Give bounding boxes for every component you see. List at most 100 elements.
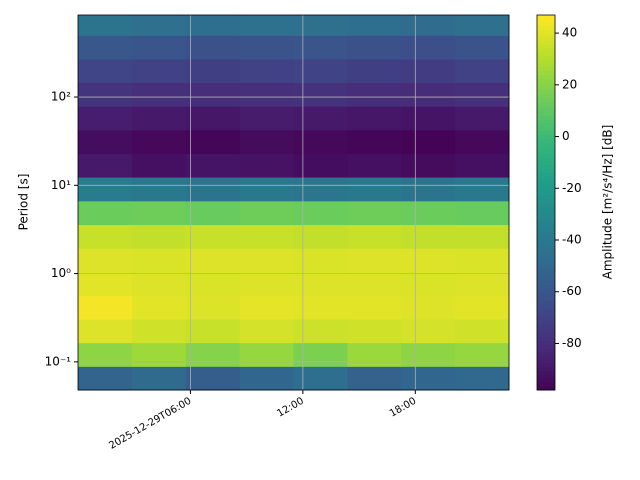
heatmap-cell [78, 35, 133, 60]
plot-frame [77, 14, 510, 391]
colorbar-swatch [537, 52, 555, 57]
colorbar-swatch [537, 157, 555, 162]
heatmap-cell [293, 366, 348, 391]
heatmap-cell [239, 248, 294, 273]
heatmap-cell [78, 106, 133, 131]
colorbar-swatch [537, 318, 555, 323]
heatmap-cell [78, 295, 133, 320]
colorbar-tick-label: -80 [562, 336, 582, 350]
colorbar-swatch [537, 281, 555, 286]
colorbar-swatch [537, 217, 555, 222]
colorbar-tick-label: 40 [562, 26, 577, 40]
colorbar-swatch [537, 228, 555, 233]
heatmap-cell [131, 15, 187, 36]
heatmap-cell [347, 271, 402, 296]
colorbar-swatch [537, 142, 555, 147]
heatmap-cell [455, 224, 510, 249]
heatmap-cell [78, 177, 133, 202]
heatmap-cell [347, 342, 402, 367]
colorbar-swatch [537, 221, 555, 226]
heatmap-cell [347, 129, 402, 155]
colorbar-swatch [537, 247, 555, 252]
colorbar-swatch [537, 127, 555, 132]
y-tick-label: 10⁰ [51, 266, 71, 280]
colorbar-swatch [537, 386, 555, 391]
heatmap-cell [78, 224, 133, 249]
colorbar-swatch [537, 60, 555, 65]
colorbar-swatch [537, 206, 555, 211]
colorbar-swatch [537, 101, 555, 106]
heatmap-cell [185, 106, 241, 131]
heatmap-cell [293, 200, 348, 225]
heatmap-cell [185, 15, 241, 36]
heatmap-cell [293, 15, 348, 36]
colorbar-swatch [537, 135, 555, 140]
colorbar-swatch [537, 191, 555, 196]
colorbar-tick-label: -20 [562, 181, 582, 195]
heatmap-cell [455, 58, 510, 84]
heatmap-cell [347, 366, 402, 391]
heatmap-cell [131, 342, 187, 367]
heatmap-cell [401, 129, 456, 155]
colorbar-swatch [537, 240, 555, 245]
colorbar-swatch [537, 75, 555, 80]
colorbar-swatch [537, 363, 555, 368]
heatmap-cell [401, 153, 456, 178]
heatmap-cell [185, 224, 241, 249]
heatmap-cell [131, 58, 187, 84]
colorbar-swatch [537, 202, 555, 207]
heatmap-cell [131, 35, 187, 60]
heatmap-cell [239, 342, 294, 367]
colorbar-swatch [537, 300, 555, 305]
colorbar-swatch [537, 273, 555, 278]
heatmap-cell [455, 295, 510, 320]
heatmap-cell [347, 58, 402, 84]
colorbar-swatch [537, 26, 555, 31]
heatmap-cell [455, 318, 510, 344]
heatmap-cell [455, 153, 510, 178]
colorbar-swatch [537, 315, 555, 320]
colorbar-swatch [537, 296, 555, 301]
heatmap-cell [239, 224, 294, 249]
colorbar-swatch [537, 356, 555, 361]
colorbar-swatch [537, 262, 555, 267]
heatmap-cell [239, 58, 294, 84]
colorbar-swatch [537, 255, 555, 260]
heatmap-cell [401, 15, 456, 36]
heatmap-cell [78, 248, 133, 273]
colorbar-tick-label: -40 [562, 233, 582, 247]
heatmap-cell [185, 82, 241, 107]
heatmap-cell [401, 35, 456, 60]
colorbar-swatch [537, 345, 555, 350]
heatmap-cell [78, 318, 133, 344]
heatmap-cell [401, 177, 456, 202]
colorbar-swatch [537, 180, 555, 185]
heatmap-cell [131, 271, 187, 296]
colorbar-swatch [537, 341, 555, 346]
colorbar-swatch [537, 67, 555, 72]
heatmap-cell [185, 295, 241, 320]
heatmap-cell [455, 15, 510, 36]
colorbar-swatch [537, 232, 555, 237]
heatmap-cell [239, 295, 294, 320]
heatmap-cell [401, 271, 456, 296]
colorbar-swatch [537, 277, 555, 282]
heatmap-cell [347, 295, 402, 320]
heatmap-cell [78, 342, 133, 367]
colorbar-swatch [537, 123, 555, 128]
colorbar-swatch [537, 371, 555, 376]
heatmap-cell [239, 271, 294, 296]
colorbar-swatch [537, 360, 555, 365]
colorbar-swatch [537, 18, 555, 23]
heatmap-cell [455, 271, 510, 296]
colorbar-swatch [537, 288, 555, 293]
colorbar-swatch [537, 82, 555, 87]
heatmap-cell [131, 295, 187, 320]
colorbar-swatch [537, 270, 555, 275]
x-tick-label: 18:00 [388, 396, 418, 420]
colorbar-swatch [537, 93, 555, 98]
colorbar-swatch [537, 348, 555, 353]
colorbar-swatch [537, 251, 555, 256]
heatmap-cell [347, 248, 402, 273]
heatmap-cell [185, 200, 241, 225]
